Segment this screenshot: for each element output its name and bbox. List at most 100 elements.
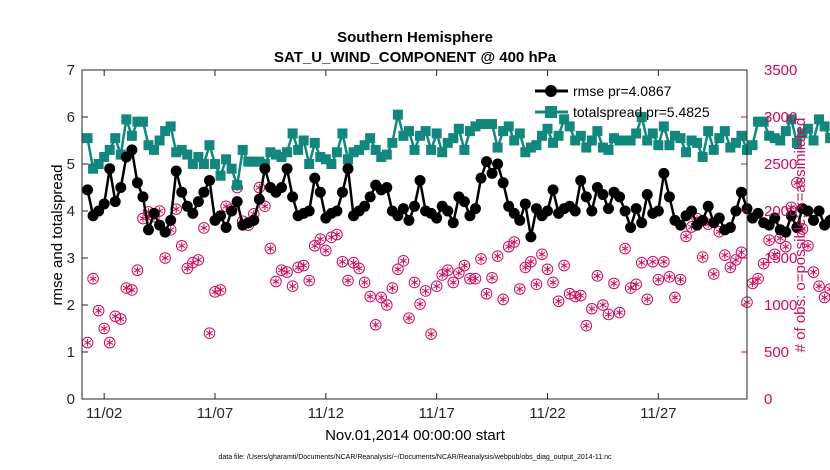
obs-count-point bbox=[414, 298, 426, 310]
totalspread-point bbox=[697, 151, 708, 162]
chart-title: Southern Hemisphere bbox=[337, 29, 493, 46]
x-tick-label: 11/02 bbox=[86, 405, 122, 422]
obs-count-point bbox=[519, 261, 532, 274]
totalspread-point bbox=[415, 130, 426, 141]
rmse-point bbox=[314, 186, 326, 198]
rmse-point bbox=[198, 186, 210, 198]
totalspread-point bbox=[398, 130, 409, 141]
totalspread-point bbox=[282, 147, 293, 158]
totalspread-point bbox=[719, 126, 730, 137]
totalspread-point bbox=[326, 159, 337, 169]
totalspread-point bbox=[348, 147, 359, 158]
totalspread-point bbox=[337, 128, 348, 139]
totalspread-point bbox=[669, 130, 680, 141]
x-tick-label: 11/12 bbox=[308, 405, 344, 422]
totalspread-point bbox=[625, 135, 636, 146]
obs-count-point bbox=[602, 308, 615, 321]
plot-area bbox=[81, 109, 830, 349]
rmse-point bbox=[342, 163, 354, 175]
totalspread-point bbox=[819, 121, 830, 132]
obs-count-point bbox=[297, 259, 310, 272]
totalspread-point bbox=[464, 126, 475, 137]
totalspread-point bbox=[110, 133, 121, 144]
totalspread-point bbox=[403, 126, 414, 137]
totalspread-point bbox=[343, 154, 353, 165]
rmse-point bbox=[397, 203, 409, 215]
obs-count-point bbox=[669, 291, 681, 304]
axis-ticks: 11/02 11/07 11/12 11/17 11/22 11/27 0 1 2 3 4 5 6 7 0 5… bbox=[67, 62, 798, 422]
rmse-point bbox=[403, 214, 415, 226]
y-tick-label-left: 1 bbox=[67, 344, 75, 361]
rmse-point bbox=[276, 182, 287, 193]
legend-label-rmse: rmse pr=4.0867 bbox=[573, 83, 672, 99]
totalspread-point bbox=[143, 140, 154, 151]
obs-count-point bbox=[597, 299, 609, 311]
obs-count-point bbox=[87, 272, 99, 285]
totalspread-point bbox=[298, 135, 309, 146]
rmse-point bbox=[697, 214, 709, 226]
obs-count-point bbox=[131, 264, 144, 277]
rmse-point bbox=[104, 163, 116, 175]
chart-subtitle: SAT_U_WIND_COMPONENT @ 400 hPa bbox=[274, 49, 557, 66]
obs-count-point bbox=[458, 259, 471, 272]
totalspread-point bbox=[431, 128, 442, 139]
totalspread-point bbox=[592, 126, 603, 137]
rmse-point bbox=[431, 212, 443, 224]
y-tick-label-left: 2 bbox=[67, 297, 75, 314]
totalspread-point bbox=[198, 159, 209, 169]
x-tick-label: 11/07 bbox=[197, 405, 233, 422]
rmse-point bbox=[630, 203, 642, 215]
totalspread-point bbox=[730, 137, 741, 148]
y-axis-label-left: rmse and totalspread bbox=[49, 165, 66, 306]
rmse-point bbox=[364, 191, 376, 203]
obs-count-point bbox=[159, 252, 171, 264]
totalspread-point bbox=[270, 149, 281, 160]
totalspread-point bbox=[442, 137, 453, 148]
obs-count-point bbox=[81, 336, 94, 349]
obs-count-point bbox=[791, 177, 803, 189]
rmse-point bbox=[519, 198, 531, 210]
totalspread-point bbox=[725, 142, 736, 153]
obs-count-point bbox=[275, 264, 288, 277]
obs-count-point bbox=[508, 236, 521, 248]
rmse-point bbox=[713, 212, 725, 224]
rmse-point bbox=[597, 189, 609, 201]
rmse-point bbox=[675, 219, 686, 231]
obs-count-point bbox=[380, 299, 393, 311]
totalspread-point bbox=[354, 144, 365, 155]
obs-count-point bbox=[92, 304, 105, 317]
obs-count-point bbox=[475, 253, 487, 265]
obs-count-point bbox=[486, 271, 498, 284]
rmse-point bbox=[658, 167, 670, 179]
totalspread-point bbox=[426, 144, 437, 155]
rmse-point bbox=[131, 177, 143, 189]
rmse-point bbox=[159, 226, 171, 238]
totalspread-point bbox=[586, 135, 597, 146]
totalspread-point bbox=[620, 135, 631, 146]
totalspread-point bbox=[714, 133, 725, 144]
legend-marker-rmse bbox=[545, 85, 557, 97]
rmse-point bbox=[636, 217, 648, 229]
rmse-point bbox=[497, 177, 509, 189]
rmse-point bbox=[148, 207, 160, 219]
rmse-point bbox=[752, 207, 764, 219]
totalspread-point bbox=[802, 123, 813, 134]
rmse-point bbox=[259, 163, 271, 175]
obs-count-point bbox=[103, 336, 116, 349]
obs-count-point bbox=[342, 274, 354, 287]
y-tick-label-right: 1500 bbox=[764, 250, 797, 267]
x-axis-label: Nov.01,2014 00:00:00 start bbox=[325, 427, 506, 444]
obs-count-point bbox=[425, 328, 437, 340]
obs-count-point bbox=[203, 327, 216, 340]
totalspread-point bbox=[487, 119, 498, 130]
obs-count-point bbox=[181, 262, 194, 275]
y-tick-label-right: 0 bbox=[764, 391, 772, 408]
totalspread-markers bbox=[82, 109, 830, 191]
obs-count-point bbox=[497, 293, 509, 306]
rmse-point bbox=[287, 191, 299, 203]
obs-count-point bbox=[392, 263, 404, 276]
totalspread-point bbox=[470, 121, 481, 132]
totalspread-point bbox=[481, 119, 492, 130]
totalspread-point bbox=[437, 147, 448, 158]
